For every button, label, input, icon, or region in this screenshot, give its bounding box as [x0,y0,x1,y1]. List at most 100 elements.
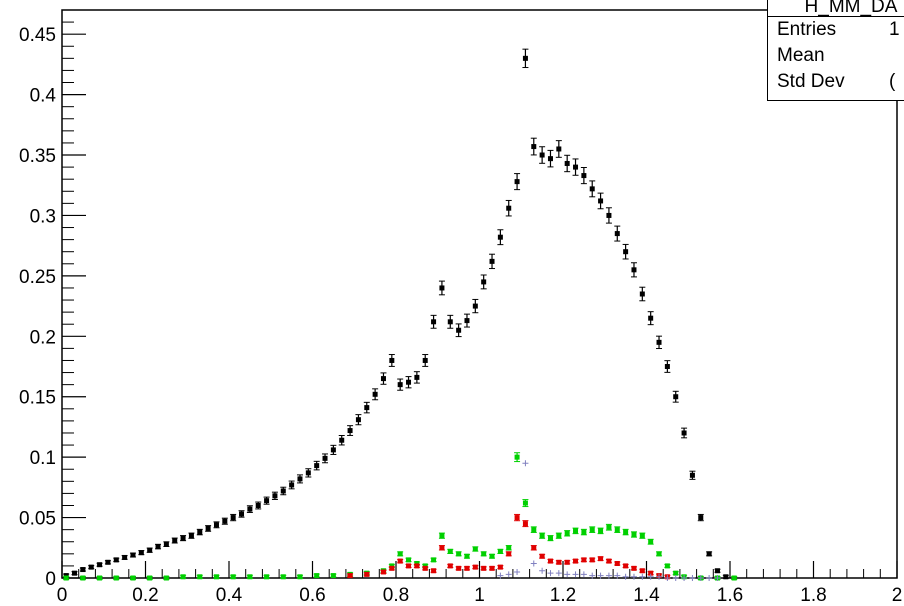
data-point [555,570,562,577]
data-point [406,379,412,385]
data-point [530,560,537,567]
data-point [447,319,453,325]
data-point [330,447,336,453]
data-point [505,571,512,578]
x-tick-label: 0.6 [299,585,325,606]
data-point [497,564,503,570]
data-point [639,533,645,539]
data-point [255,502,261,508]
y-tick-label: 0.05 [19,509,56,530]
data-point [314,463,320,469]
data-point [497,548,503,554]
data-point [506,545,512,551]
data-point [230,574,236,580]
data-point [380,376,386,382]
axis-tick-labels: 0 0.2 0.4 0.6 0.8 1 1.2 1.4 1.6 1.8 2 0 0.05 0.1 0.15 0… [19,25,902,606]
data-point [406,557,412,563]
data-point [631,565,637,571]
series-0 [63,48,729,580]
data-point [239,511,245,517]
data-point [564,559,570,565]
data-point [197,529,203,535]
data-point [264,574,270,580]
data-point [97,562,103,568]
data-point [297,476,303,482]
data-point [623,249,629,255]
data-point [630,573,637,580]
data-point [522,500,528,506]
data-point [431,568,437,574]
data-point [672,575,679,581]
data-point [247,574,253,580]
data-point [439,285,445,291]
data-point [163,575,169,581]
data-point [63,575,69,581]
x-tick-label: 0.4 [216,585,243,606]
data-point [447,548,453,554]
data-point [264,498,270,504]
data-point [222,518,228,524]
y-tick-label: 0.45 [19,25,56,46]
x-tick-label: 0 [57,585,68,606]
data-point [581,557,587,563]
data-point [305,470,311,476]
data-point [88,564,94,570]
data-point [573,528,579,534]
stats-label-std-dev: Std Dev [777,71,845,92]
data-point [180,535,186,541]
data-point [656,573,663,580]
data-point [339,437,345,443]
data-point [564,530,570,536]
data-point [422,565,428,571]
data-point [213,574,219,580]
data-point [639,291,645,297]
data-point [664,575,671,581]
data-point [355,417,361,423]
data-point [631,531,637,537]
data-point [481,279,487,285]
data-point [380,569,386,575]
data-point [464,553,470,559]
data-point [589,527,595,533]
data-point [597,572,604,579]
y-tick-label: 0.3 [30,206,56,227]
data-point [213,522,219,528]
data-point [422,357,428,363]
data-point [589,572,596,579]
stats-box-title: H_MM_DA [768,0,904,17]
data-point [205,525,211,531]
data-point [647,573,654,580]
data-point [706,575,713,581]
data-point [547,535,553,541]
y-tick-label: 0.25 [19,267,56,288]
stats-value-entries: 1 [889,19,900,40]
data-point [606,212,612,218]
data-point [489,258,495,264]
data-point [322,455,328,461]
data-point [489,553,495,559]
data-point [280,574,286,580]
data-point [122,554,128,560]
stats-label-mean: Mean [777,45,825,66]
data-point [439,545,445,551]
data-point [514,515,520,521]
data-point [489,565,495,571]
data-point [697,575,704,581]
data-point [614,572,621,579]
data-point [514,179,520,185]
data-point [105,559,111,565]
data-point [372,391,378,397]
data-point [648,315,654,321]
data-point [522,460,529,467]
data-point [580,571,587,578]
data-point [147,547,153,553]
data-point [531,545,537,551]
data-point [664,364,670,370]
y-tick-label: 0 [45,569,56,590]
data-point [556,533,562,539]
x-tick-label: 1.6 [717,585,743,606]
data-point [80,567,86,573]
data-point [531,527,537,533]
data-point [456,327,462,333]
